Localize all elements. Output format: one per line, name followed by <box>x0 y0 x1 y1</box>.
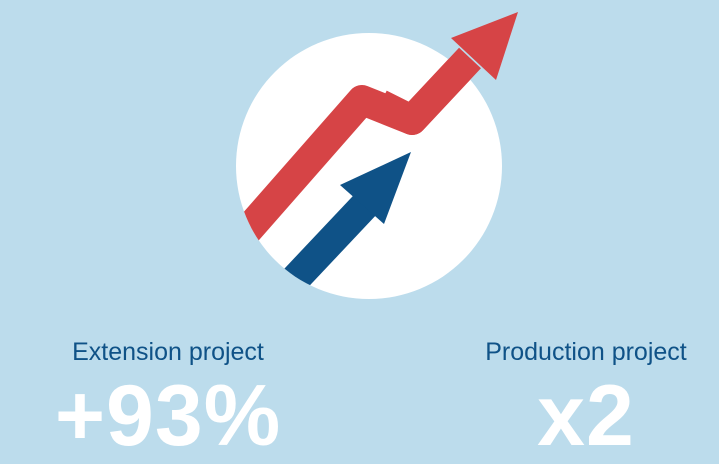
extension-project-value: +93% <box>54 368 282 464</box>
production-project-label: Production project <box>485 338 687 366</box>
production-project-value: x2 <box>537 368 635 464</box>
production-stat: Production project x2 <box>448 334 719 464</box>
extension-project-label: Extension project <box>72 338 264 366</box>
extension-stat: Extension project +93% <box>20 334 316 464</box>
red-arrow-icon <box>236 12 518 299</box>
